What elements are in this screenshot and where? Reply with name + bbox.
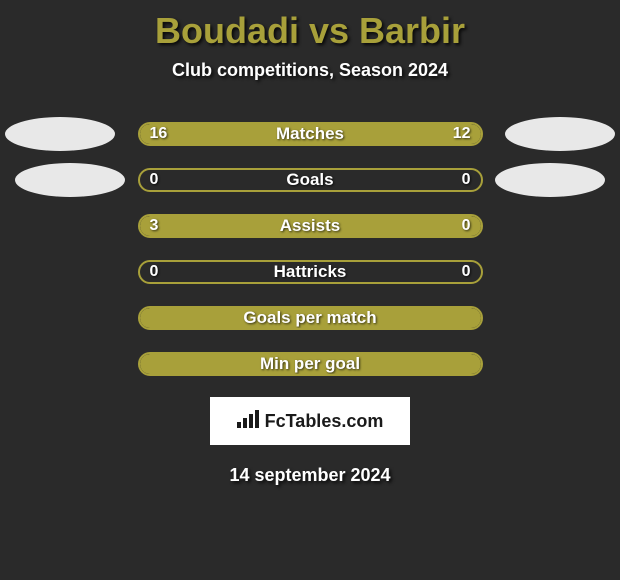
stat-bar: 3Assists0 [138, 214, 483, 238]
stat-value-right: 0 [462, 217, 471, 235]
stat-row: Min per goal [0, 341, 620, 387]
player-ellipse-right [495, 163, 605, 197]
stat-value-right: 0 [462, 263, 471, 281]
page-title: Boudadi vs Barbir [0, 10, 620, 52]
stat-label: Matches [140, 124, 481, 144]
player-ellipse-left [5, 117, 115, 151]
stat-bar: Min per goal [138, 352, 483, 376]
stat-label: Goals per match [140, 308, 481, 328]
date-text: 14 september 2024 [0, 465, 620, 486]
stat-label: Hattricks [140, 262, 481, 282]
player-ellipse-left [15, 163, 125, 197]
stat-bar: 16Matches12 [138, 122, 483, 146]
chart-icon [237, 410, 259, 433]
stat-bar: 0Goals0 [138, 168, 483, 192]
player-ellipse-right [505, 117, 615, 151]
stat-row: 16Matches12 [0, 111, 620, 157]
logo-box: FcTables.com [210, 397, 410, 445]
main-container: Boudadi vs Barbir Club competitions, Sea… [0, 0, 620, 496]
stat-value-right: 12 [453, 125, 471, 143]
stat-row: 3Assists0 [0, 203, 620, 249]
stat-label: Min per goal [140, 354, 481, 374]
stat-label: Goals [140, 170, 481, 190]
stat-label: Assists [140, 216, 481, 236]
stat-row: 0Goals0 [0, 157, 620, 203]
stats-area: 16Matches120Goals03Assists00Hattricks0Go… [0, 111, 620, 387]
logo-text: FcTables.com [237, 410, 384, 433]
stat-row: Goals per match [0, 295, 620, 341]
stat-bar: Goals per match [138, 306, 483, 330]
stat-value-right: 0 [462, 171, 471, 189]
stat-bar: 0Hattricks0 [138, 260, 483, 284]
stat-row: 0Hattricks0 [0, 249, 620, 295]
subtitle: Club competitions, Season 2024 [0, 60, 620, 81]
logo-label: FcTables.com [265, 411, 384, 432]
